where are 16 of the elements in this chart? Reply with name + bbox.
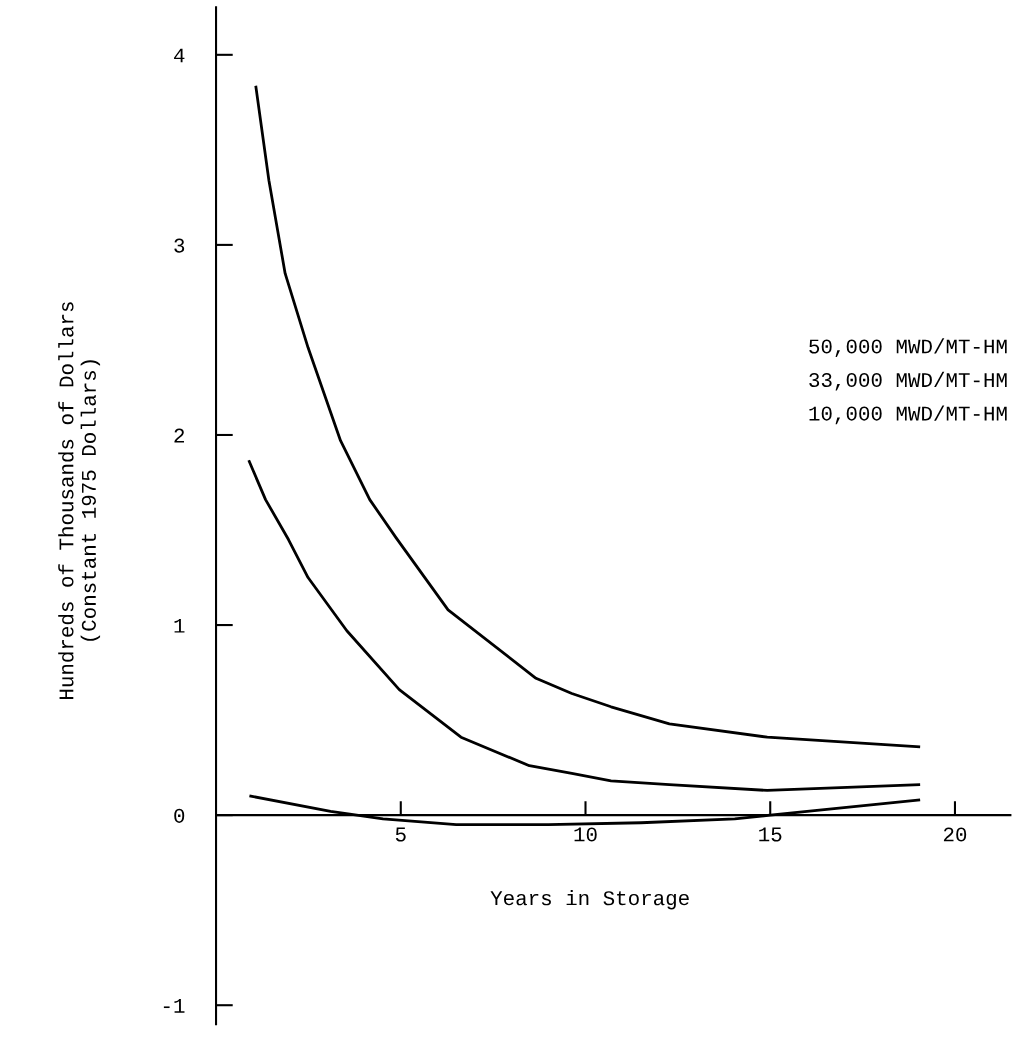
x-tick-label: 15 — [759, 827, 782, 842]
x-tick-label: 10 — [574, 827, 597, 842]
line-series — [247, 460, 921, 792]
y-tick-label: 1 — [174, 618, 185, 633]
annotation: 10,000 MWD/MT-HM — [809, 405, 1007, 425]
y-axis-title: Hundreds of Thousands of Dollars (Constant 1975 Dollars) — [58, 302, 101, 699]
y-tick-label: -1 — [163, 999, 185, 1013]
y-tick-label: 0 — [174, 808, 185, 823]
y-tick-label: 3 — [174, 238, 185, 253]
annotation: 50,000 MWD/MT-HM — [809, 338, 1007, 358]
x-tick-label: 20 — [943, 827, 967, 842]
x-axis-title: Years in Storage — [490, 889, 689, 910]
annotation: 33,000 MWD/MT-HM — [809, 371, 1007, 391]
x-tick-label: 5 — [395, 827, 406, 842]
y-tick-label: 2 — [174, 428, 185, 443]
y-tick-label: 4 — [174, 48, 185, 63]
